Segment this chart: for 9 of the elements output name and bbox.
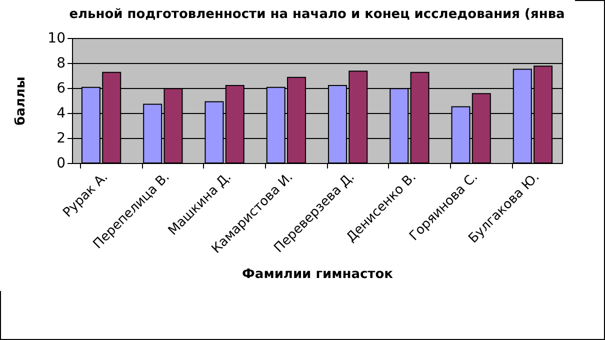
y-tick-label: 6: [56, 80, 66, 96]
x-axis-title: Фамилии гимнасток: [242, 267, 394, 282]
y-tick-label: 0: [56, 156, 66, 172]
y-tick-label: 10: [48, 30, 66, 46]
y-tick-label: 2: [56, 130, 66, 146]
y-tick-label: 8: [56, 56, 66, 72]
chart-title: ельной подготовленности на начало и конец исследования (янва: [69, 7, 565, 22]
y-axis-title: баллы: [14, 76, 29, 126]
y-tick-label: 4: [56, 106, 66, 122]
